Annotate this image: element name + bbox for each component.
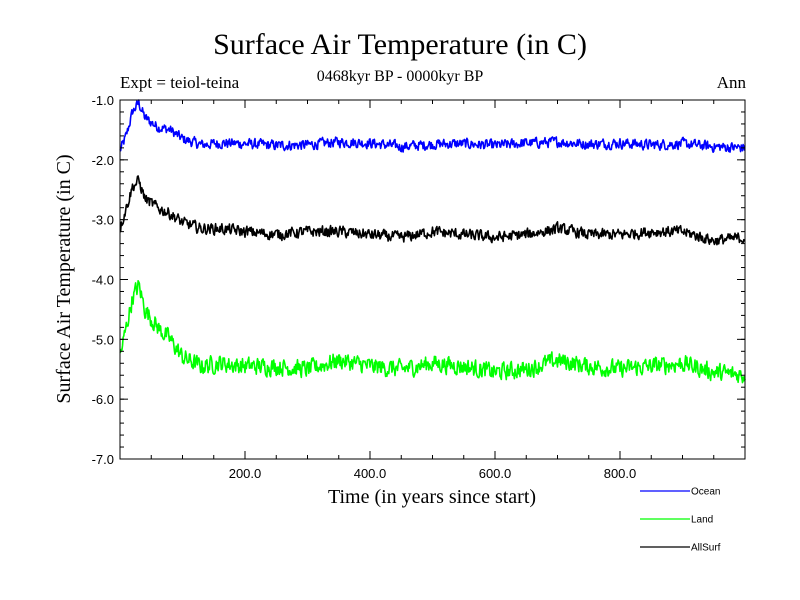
legend-label-ocean: Ocean: [691, 487, 720, 498]
y-axis-label: Surface Air Temperature (in C): [53, 154, 75, 403]
legend: Ocean Land AllSurf: [640, 487, 721, 554]
legend-label-allsurf: AllSurf: [691, 543, 721, 554]
series-line-ocean: [119, 99, 746, 153]
x-tick-label: 800.0: [604, 466, 637, 481]
y-tick-label: -6.0: [92, 392, 114, 407]
y-tick-label: -4.0: [92, 273, 114, 288]
y-tick-label: -7.0: [92, 452, 114, 467]
x-axis-label: Time (in years since start): [328, 486, 536, 508]
y-tick-label: -5.0: [92, 332, 114, 347]
series-line-allsurf: [119, 175, 746, 246]
x-tick-label: 400.0: [354, 466, 387, 481]
ticks-layer: -1.0 -2.0 -3.0 -4.0 -5.0 -6.0 -7.0 200.0 400.0 60…: [92, 93, 745, 481]
series-layer: [119, 99, 746, 384]
x-tick-label: 600.0: [479, 466, 512, 481]
y-tick-label: -3.0: [92, 213, 114, 228]
plot-frame: [119, 99, 746, 460]
y-tick-label: -1.0: [92, 93, 114, 108]
legend-label-land: Land: [691, 515, 713, 526]
chart-title: Surface Air Temperature (in C): [213, 28, 587, 61]
chart-subtitle: 0468kyr BP - 0000kyr BP: [316, 68, 484, 85]
experiment-label: Expt = teiol-teina: [120, 73, 240, 92]
series-line-land: [119, 280, 746, 384]
x-tick-label: 200.0: [229, 466, 262, 481]
period-label: Ann: [716, 73, 746, 92]
y-tick-label: -2.0: [92, 153, 114, 168]
